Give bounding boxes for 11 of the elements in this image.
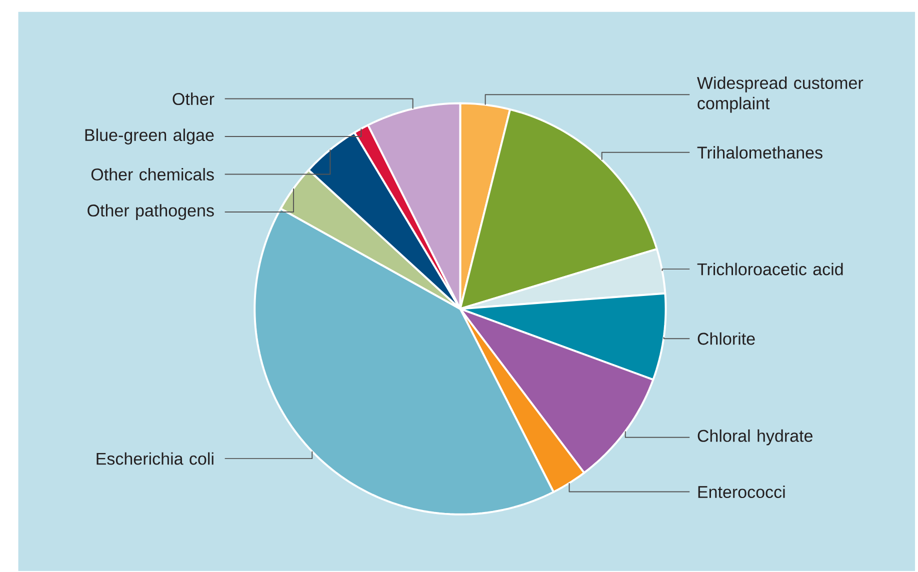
slice-label: Trichloroacetic acid <box>697 262 843 276</box>
slice-label: Enterococci <box>698 486 785 498</box>
slice-label: Escherichia coli <box>96 452 214 465</box>
slice-label: Trihalomethanes <box>697 146 822 159</box>
slice-label: Blue-green algae <box>85 128 214 144</box>
slice-label: Other pathogens <box>88 204 214 220</box>
slice-label: Other chemicals <box>91 168 214 181</box>
slice-label: Chlorite <box>698 332 755 345</box>
slice-label: Widespread customer complaint <box>697 76 864 113</box>
slice-label: Other <box>172 92 214 106</box>
slice-label: Chloral hydrate <box>698 429 812 446</box>
